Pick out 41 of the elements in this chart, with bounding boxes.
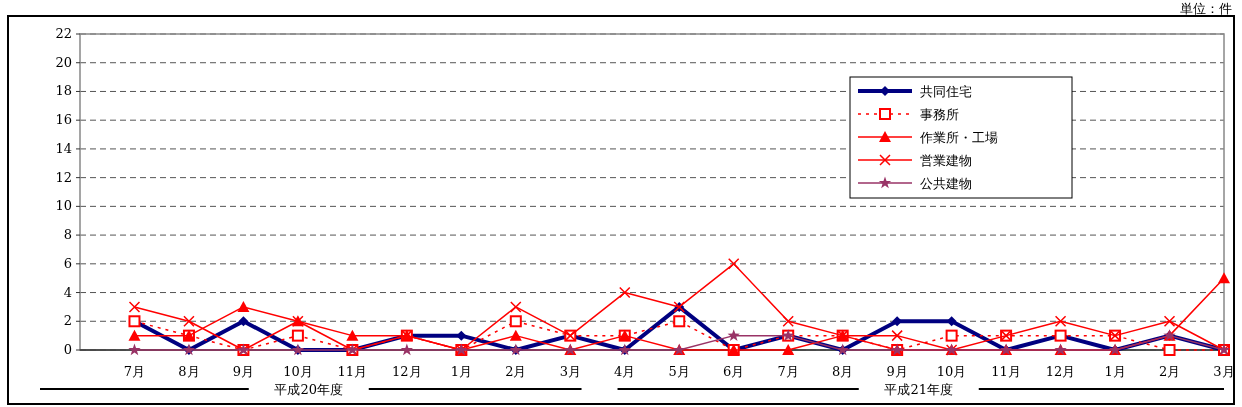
x-tick-label: 9月	[886, 364, 908, 379]
x-tick-label: 6月	[723, 364, 745, 379]
y-tick-label: 20	[55, 54, 72, 70]
y-tick-label: 14	[55, 140, 72, 156]
x-tick-label: 11月	[337, 364, 368, 379]
x-tick-label: 9月	[232, 364, 255, 379]
text: 平成20年度	[274, 382, 344, 397]
x-tick-label: 4月	[614, 364, 636, 379]
text: 単位：件	[1180, 1, 1232, 16]
x-tick-label: 8月	[832, 364, 854, 379]
x-tick-label: 3月	[1213, 364, 1235, 379]
text: 平成21年度	[884, 382, 954, 397]
y-tick-label: 12	[55, 169, 72, 185]
x-tick-label: 8月	[178, 364, 200, 379]
legend-label: 営業建物	[920, 153, 972, 168]
x-tick-label: 7月	[123, 364, 146, 379]
y-tick-label: 4	[63, 284, 72, 300]
y-tick-label: 8	[63, 227, 72, 243]
x-tick-label: 2月	[505, 364, 527, 379]
x-tick-label: 5月	[668, 364, 690, 379]
x-tick-label: 12月	[1045, 364, 1076, 379]
legend-label: 公共建物	[920, 176, 972, 191]
y-tick-label: 2	[63, 313, 72, 329]
legend-label: 事務所	[920, 107, 959, 122]
legend-label: 共同住宅	[920, 84, 972, 99]
x-tick-label: 3月	[559, 364, 581, 379]
x-tick-label: 10月	[936, 364, 967, 379]
x-tick-label: 2月	[1158, 364, 1181, 379]
x-tick-label: 12月	[392, 364, 422, 379]
y-tick-label: 6	[63, 255, 72, 271]
x-tick-label: 7月	[777, 364, 799, 379]
x-tick-label: 1月	[1104, 364, 1126, 379]
x-tick-label: 11月	[991, 364, 1021, 379]
y-tick-label: 10	[55, 198, 72, 214]
legend-label: 作業所・工場	[919, 130, 998, 145]
x-tick-label: 10月	[283, 364, 313, 379]
x-tick-label: 1月	[450, 364, 472, 379]
y-tick-label: 16	[55, 112, 72, 128]
y-tick-label: 18	[55, 83, 72, 99]
y-tick-label: 0	[63, 342, 72, 357]
y-tick-label: 22	[55, 26, 72, 41]
